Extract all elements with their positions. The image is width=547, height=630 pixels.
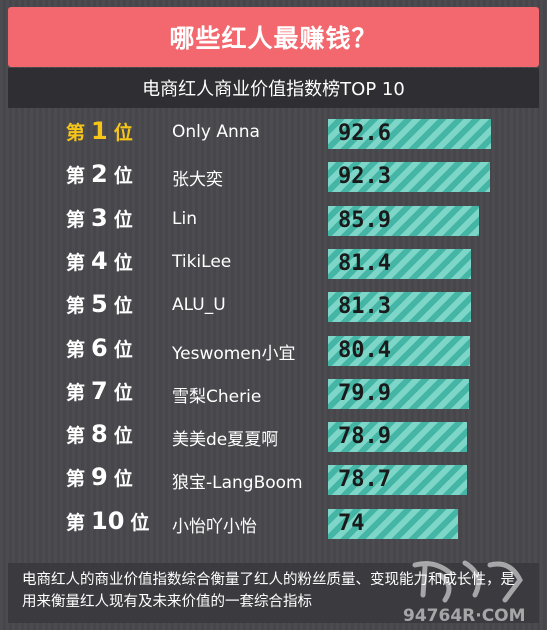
value-label: 85.9 — [338, 208, 391, 233]
page-title: 哪些红人最赚钱？ — [169, 24, 378, 53]
subtitle-banner: 电商红人商业价值指数榜TOP 10 — [8, 68, 539, 108]
ranking-row: 第 6 位 Yeswomen小宜 80.4 — [0, 329, 547, 372]
rank-prefix: 第 — [66, 295, 86, 317]
value-bar — [328, 509, 458, 539]
influencer-name: TikiLee — [172, 252, 232, 272]
value-label: 80.4 — [338, 338, 391, 363]
rank-number: 1 — [91, 117, 108, 145]
value-bar — [328, 422, 467, 452]
value-bar — [328, 336, 470, 366]
rank-prefix: 第 — [66, 382, 86, 404]
rank-number: 4 — [91, 247, 108, 275]
influencer-name: ALU_U — [172, 295, 226, 315]
chart-subtitle: 电商红人商业价值指数榜TOP 10 — [142, 79, 405, 100]
value-label: 81.4 — [338, 251, 391, 276]
rank-number: 8 — [91, 420, 108, 448]
value-label: 79.9 — [338, 381, 391, 406]
value-bar — [328, 249, 471, 279]
influencer-name: Only Anna — [172, 122, 260, 142]
rank-suffix: 位 — [113, 339, 133, 361]
ranking-chart: 第 1 位 Only Anna 92.6 第 2 位张大奕 92.3 第 3 位 Lin 85.9 第 4 位 T… — [0, 112, 547, 562]
ranking-row: 第 7 位 雪梨Cherie 79.9 — [0, 372, 547, 415]
rank-number: 2 — [91, 160, 108, 188]
ranking-row: 第 4 位 TikiLee 81.4 — [0, 242, 547, 285]
rank-suffix: 位 — [113, 122, 133, 144]
ranking-row: 第 8 位 美美de夏夏啊 78.9 — [0, 415, 547, 458]
influencer-name: 张大奕 — [172, 170, 223, 190]
rank-label: 第 10 位 — [66, 507, 149, 541]
rank-suffix: 位 — [113, 209, 133, 231]
value-label: 78.7 — [338, 467, 391, 492]
rank-prefix: 第 — [66, 425, 86, 447]
rank-number: 9 — [91, 463, 108, 491]
value-label: 78.9 — [338, 424, 391, 449]
value-label: 92.6 — [338, 121, 391, 146]
ranking-row: 第 5 位 ALU_U 81.3 — [0, 285, 547, 328]
rank-prefix: 第 — [66, 252, 86, 274]
value-bar — [328, 162, 490, 192]
rank-suffix: 位 — [113, 252, 133, 274]
rank-suffix: 位 — [113, 425, 133, 447]
footnote-box: 电商红人的商业价值指数综合衡量了红人的粉丝质量、变现能力和成长性，是用来衡量红人… — [8, 563, 539, 623]
rank-number: 3 — [91, 204, 108, 232]
rank-suffix: 位 — [113, 382, 133, 404]
value-bar — [328, 379, 469, 409]
rank-number: 10 — [91, 507, 125, 535]
footnote-text: 电商红人的商业价值指数综合衡量了红人的粉丝质量、变现能力和成长性，是用来衡量红人… — [22, 572, 515, 610]
rank-prefix: 第 — [66, 165, 86, 187]
rank-suffix: 位 — [113, 468, 133, 490]
rank-number: 7 — [91, 377, 108, 405]
influencer-name: 雪梨Cherie — [172, 387, 262, 407]
influencer-name: Yeswomen小宜 — [172, 344, 296, 364]
ranking-row: 第 9 位 狼宝-LangBoom 78.7 — [0, 458, 547, 501]
value-bar — [328, 119, 491, 149]
rank-number: 5 — [91, 290, 108, 318]
value-bar — [328, 206, 479, 236]
ranking-row: 第 3 位 Lin 85.9 — [0, 199, 547, 242]
rank-number: 6 — [91, 334, 108, 362]
value-label: 92.3 — [338, 164, 391, 189]
rank-prefix: 第 — [66, 122, 86, 144]
rank-prefix: 第 — [66, 339, 86, 361]
influencer-name: 小怡吖小怡 — [172, 517, 257, 537]
rank-prefix: 第 — [66, 512, 86, 534]
rank-prefix: 第 — [66, 209, 86, 231]
influencer-name: Lin — [172, 209, 197, 229]
influencer-name: 狼宝-LangBoom — [172, 473, 303, 493]
ranking-row: 第 1 位 Only Anna 92.6 — [0, 112, 547, 155]
ranking-row: 第 2 位 张大奕 92.3 — [0, 155, 547, 198]
rank-suffix: 位 — [130, 512, 150, 534]
value-bar — [328, 292, 471, 322]
rank-prefix: 第 — [66, 468, 86, 490]
value-bar — [328, 465, 467, 495]
rank-suffix: 位 — [113, 165, 133, 187]
rank-suffix: 位 — [113, 295, 133, 317]
influencer-name: 美美de夏夏啊 — [172, 430, 279, 450]
title-banner: 哪些红人最赚钱？ — [8, 7, 539, 67]
value-label: 74 — [338, 511, 365, 536]
ranking-row: 第 10 位 小怡吖小怡 74 — [0, 502, 547, 545]
value-label: 81.3 — [338, 294, 391, 319]
